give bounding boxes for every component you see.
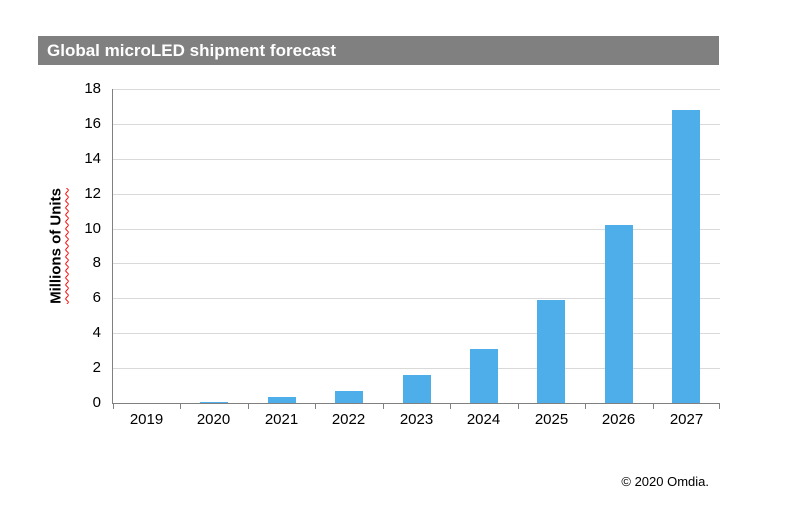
- y-tick-label: 16: [84, 115, 101, 132]
- gridline: [113, 263, 720, 264]
- bar-2025: [537, 300, 565, 403]
- x-tick-label: 2021: [264, 411, 299, 428]
- bar-2020: [200, 402, 228, 403]
- y-tick-label: 0: [92, 394, 101, 411]
- bar-2023: [403, 375, 431, 403]
- x-axis-tick: [315, 404, 316, 409]
- x-tick-label: 2019: [129, 411, 164, 428]
- chart: Global microLED shipment forecast Millio…: [38, 36, 720, 498]
- x-tick-label: 2026: [601, 411, 636, 428]
- x-tick-label: 2022: [331, 411, 366, 428]
- y-tick-label: 14: [84, 150, 101, 167]
- y-axis-title: Millions of Units: [47, 188, 65, 304]
- x-axis-tick: [518, 404, 519, 409]
- x-axis-tick: [113, 404, 114, 409]
- y-tick-label: 4: [92, 324, 101, 341]
- x-axis-tick: [653, 404, 654, 409]
- y-tick-label: 8: [92, 254, 101, 271]
- bar-2021: [268, 397, 296, 403]
- y-tick-label: 18: [84, 80, 101, 97]
- x-tick-label: 2025: [534, 411, 569, 428]
- x-tick-label: 2024: [466, 411, 501, 428]
- x-axis-tick: [450, 404, 451, 409]
- gridline: [113, 368, 720, 369]
- chart-title-bar: Global microLED shipment forecast: [38, 36, 719, 65]
- gridline: [113, 298, 720, 299]
- chart-title: Global microLED shipment forecast: [47, 41, 337, 60]
- gridline: [113, 194, 720, 195]
- x-tick-label: 2023: [399, 411, 434, 428]
- gridline: [113, 124, 720, 125]
- y-tick-label: 6: [92, 289, 101, 306]
- gridline: [113, 229, 720, 230]
- x-axis-tick: [248, 404, 249, 409]
- x-tick-label: 2020: [196, 411, 231, 428]
- x-tick-label: 2027: [669, 411, 704, 428]
- gridline: [113, 159, 720, 160]
- gridline: [113, 333, 720, 334]
- plot: 0 2 4 6 8 10 12 14 16 18 2019 2020 2021 2022 2023 2024 2…: [84, 80, 720, 428]
- x-axis-tick: [585, 404, 586, 409]
- gridline: [113, 89, 720, 90]
- y-tick-label: 2: [92, 359, 101, 376]
- x-axis-tick: [719, 404, 720, 409]
- x-axis-tick: [383, 404, 384, 409]
- y-tick-label: 12: [84, 185, 101, 202]
- bar-2024: [470, 349, 498, 403]
- y-tick-label: 10: [84, 220, 101, 237]
- plot-area: Millions of Units 0 2 4 6 8 10 12 14 16 18 2019 202…: [48, 80, 720, 428]
- copyright-credit: © 2020 Omdia.: [621, 474, 709, 489]
- bar-2022: [335, 391, 363, 403]
- bar-2026: [605, 225, 633, 403]
- x-axis-tick: [180, 404, 181, 409]
- bar-2027: [672, 110, 700, 403]
